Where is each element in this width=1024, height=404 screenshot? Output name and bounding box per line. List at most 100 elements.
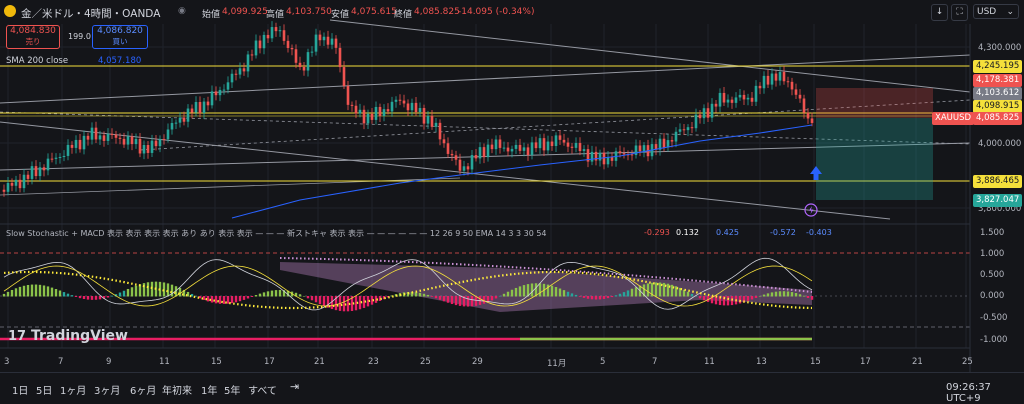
tradingview-logo[interactable]: 𝟭𝟳 TradingView [8,328,128,344]
macd-histogram-bar [670,284,674,297]
timeframe-button[interactable]: 1ヶ月 [60,386,87,397]
tradingview-mark-icon: 𝟭𝟳 [8,329,27,344]
candle-body [710,103,714,118]
spread-value: 199.0 [68,32,91,41]
macd-histogram-bar [410,291,414,297]
candle-body [366,113,370,124]
sell-button[interactable]: 4,084.830 売り [6,25,60,49]
green-level-tag[interactable]: 3,827.047 [973,194,1023,207]
indicator-tick: 0.500 [980,270,1005,280]
macd-histogram-bar [434,296,438,299]
macd-histogram-bar [326,296,330,308]
candle-body [42,167,46,171]
candle-body [462,166,466,171]
macd-histogram-bar [642,284,646,297]
yellow-level-tag[interactable]: 4,245.195 [973,60,1023,73]
lightning-alert-icon[interactable] [804,203,818,217]
time-tick: 7 [652,357,658,367]
macd-histogram-bar [254,295,258,297]
time-tick: 21 [912,357,923,367]
candle-body [26,174,30,179]
macd-histogram-bar [370,296,374,305]
candle-body [606,157,610,165]
macd-histogram-bar [10,289,14,297]
candle-body [34,166,38,177]
candle-body [558,135,562,140]
candle-body [402,100,406,104]
candle-body [494,139,498,150]
candle-body [62,155,66,158]
macd-histogram-bar [418,292,422,297]
timeframe-button[interactable]: 1日 [12,386,29,397]
symbol-title[interactable]: 金／米ドル・4時間・OANDA [21,8,161,20]
fullscreen-icon[interactable]: ⛶ [951,4,968,21]
timeframe-button[interactable]: 年初来 [162,386,192,397]
macd-histogram-bar [526,284,530,297]
eye-icon[interactable]: ◉ [178,6,186,16]
short-position-risk-zone[interactable] [816,88,933,118]
timeframe-button[interactable]: 1年 [201,386,218,397]
candle-body [246,54,250,72]
candle-body [510,148,514,152]
candle-body [254,40,258,56]
candle-body [390,101,394,112]
indicator-tick: 1.000 [980,249,1005,259]
candle-body [594,151,598,161]
yellow-level-tag[interactable]: 3,886.465 [973,175,1023,188]
candle-body [234,73,238,75]
timeframe-button[interactable]: 3ヶ月 [94,386,121,397]
macd-histogram-bar [534,283,538,297]
macd-histogram-bar [726,296,730,306]
clock-display[interactable]: 09:26:37 UTC+9 [946,382,991,404]
candle-body [458,159,462,171]
candle-body [570,146,574,148]
macd-histogram-bar [470,296,474,307]
candle-body [502,147,506,149]
yellow-level-tag[interactable]: 4,098.915 [973,100,1023,113]
sma-label[interactable]: SMA 200 close [6,56,69,66]
indicator-tick: 1.500 [980,228,1005,238]
timeframe-button[interactable]: 5日 [36,386,53,397]
macd-histogram-bar [142,283,146,297]
macd-histogram-bar [202,296,206,300]
candle-body [410,102,414,111]
macd-histogram-bar [234,296,238,303]
currency-select[interactable]: USD ⌄ [973,4,1019,19]
macd-histogram-bar [266,291,270,297]
date-range-icon[interactable]: ⇥ [290,380,300,393]
trend-line [139,99,971,151]
macd-histogram-bar [614,295,618,297]
candle-body [302,67,306,71]
timeframe-button[interactable]: 6ヶ月 [130,386,157,397]
gray-level-tag[interactable]: 4,103.612 [973,87,1023,100]
candle-body [422,108,426,124]
macd-histogram-bar [578,296,582,297]
timeframe-button[interactable]: 5年 [224,386,241,397]
macd-histogram-bar [554,287,558,297]
macd-histogram-bar [610,296,614,298]
macd-histogram-bar [82,296,86,300]
last-price-tag[interactable]: 4,085.825 [973,112,1023,125]
timeframe-button[interactable]: すべて [248,386,277,397]
candle-body [290,47,294,50]
buy-button[interactable]: 4,086.820 買い [92,25,148,49]
macd-histogram-bar [806,296,810,298]
red-level-tag[interactable]: 4,178.381 [973,74,1023,87]
high-value: 4,103.750 [286,7,332,17]
short-position-target-zone[interactable] [816,118,933,200]
candle-body [314,34,318,52]
indicator-value: -0.572 [770,228,796,237]
candle-body [30,166,34,179]
indicator-legend[interactable]: Slow Stochastic + MACD 表示 表示 表示 表示 あり あり… [6,229,547,238]
candle-body [634,145,638,156]
download-icon[interactable]: ↓ [931,4,948,21]
candle-body [210,91,214,106]
candle-body [294,49,298,63]
macd-histogram-bar [654,282,658,297]
macd-histogram-bar [262,292,266,297]
macd-histogram-bar [66,293,70,297]
macd-histogram-bar [70,295,74,297]
macd-histogram-bar [558,288,562,297]
candle-body [138,138,142,154]
